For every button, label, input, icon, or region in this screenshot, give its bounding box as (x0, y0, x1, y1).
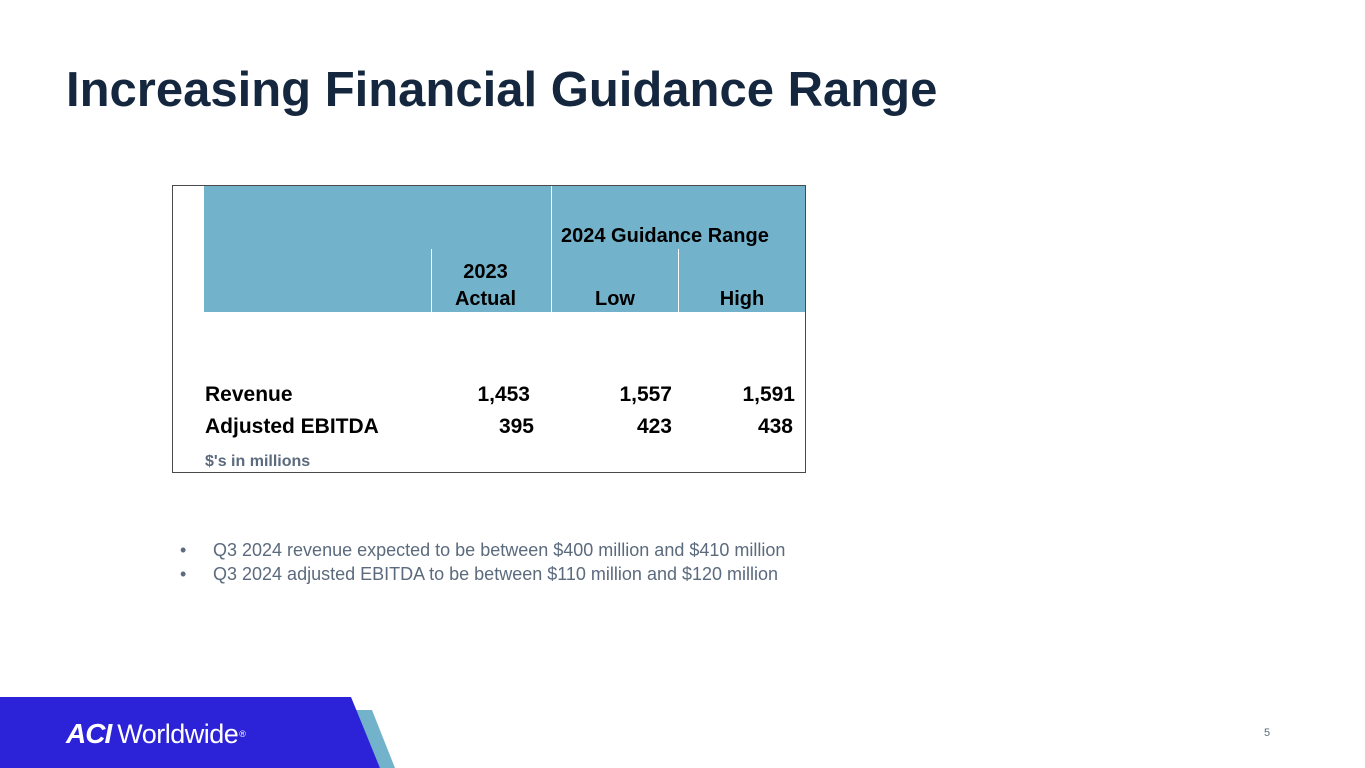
header-divider (431, 249, 432, 312)
actual-header-label: Actual (454, 288, 517, 310)
high-header: High (719, 288, 765, 310)
revenue-actual: 1,453 (477, 383, 530, 406)
bullet-icon: • (180, 564, 187, 584)
revenue-high: 1,591 (742, 383, 795, 406)
bullet-text: Q3 2024 adjusted EBITDA to be between $1… (213, 564, 779, 584)
guidance-range-header: 2024 Guidance Range (561, 225, 769, 247)
row-label-ebitda: Adjusted EBITDA (205, 415, 379, 438)
revenue-low: 1,557 (619, 383, 672, 406)
ebitda-actual: 395 (498, 415, 534, 438)
guidance-bullets: • Q3 2024 revenue expected to be between … (180, 538, 785, 586)
actual-header-year: 2023 (463, 261, 508, 283)
logo-wordmark: Worldwide (117, 718, 239, 749)
aci-logo: ACI Worldwide ® (66, 718, 246, 750)
logo-mark: ACI (66, 718, 112, 749)
page-title: Increasing Financial Guidance Range (66, 63, 938, 117)
list-item: • Q3 2024 revenue expected to be between … (180, 538, 785, 562)
bullet-icon: • (180, 540, 187, 560)
page-number: 5 (1264, 727, 1271, 739)
header-divider (551, 186, 552, 312)
registered-mark: ® (239, 729, 246, 739)
units-note: $'s in millions (205, 453, 311, 470)
ebitda-low: 423 (636, 415, 672, 438)
list-item: • Q3 2024 adjusted EBITDA to be between $… (180, 562, 785, 586)
footer-band (0, 697, 395, 768)
guidance-table: 2024 Guidance Range 2023 Actual Low High… (172, 185, 806, 473)
header-divider (678, 249, 679, 312)
row-label-revenue: Revenue (205, 383, 293, 406)
table-header: 2024 Guidance Range 2023 Actual Low High (204, 186, 805, 312)
footer-accent-stripe (356, 710, 395, 768)
footer-brand-block (0, 697, 380, 768)
ebitda-high: 438 (757, 415, 793, 438)
bullet-text: Q3 2024 revenue expected to be between $… (213, 540, 786, 560)
low-header: Low (595, 288, 635, 310)
